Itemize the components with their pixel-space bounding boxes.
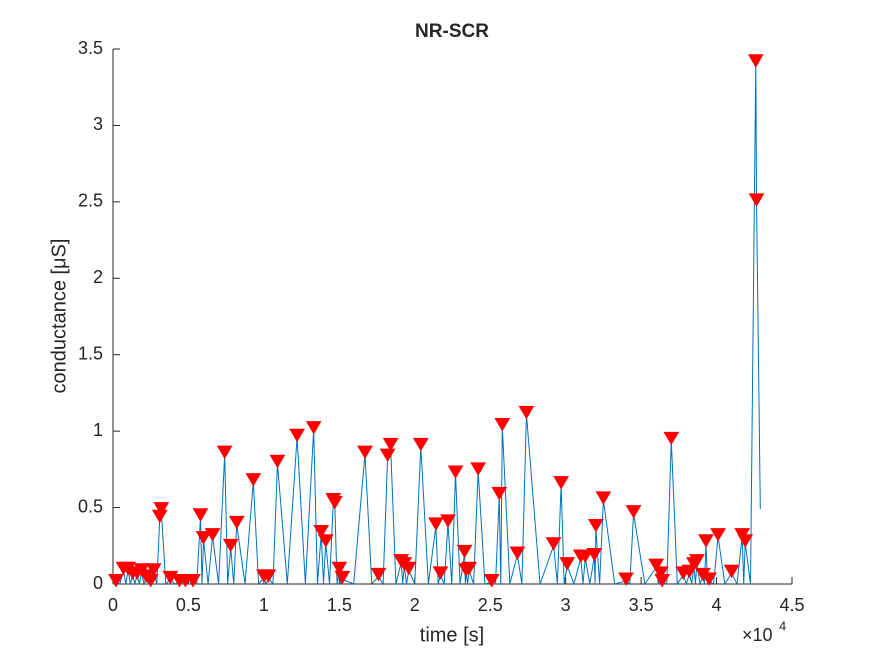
y-tick-label: 1	[93, 420, 103, 440]
peak-marker	[370, 567, 387, 582]
peak-marker	[689, 554, 705, 568]
peak-marker	[545, 537, 562, 551]
peak-marker	[648, 558, 665, 573]
peak-marker	[748, 193, 765, 207]
peak-marker	[145, 563, 162, 577]
peak-marker	[216, 445, 233, 460]
peak-marker	[222, 538, 239, 553]
peak-marker	[313, 525, 330, 539]
peak-marker	[400, 561, 417, 576]
peak-marker	[559, 557, 576, 571]
peak-marker	[192, 508, 209, 522]
x-tick-label: 0.5	[176, 595, 201, 615]
x-multiplier-base: ×10	[742, 625, 773, 645]
peak-marker	[587, 518, 604, 533]
peak-marker	[747, 54, 764, 68]
peak-marker	[447, 465, 464, 479]
x-tick-label: 0	[108, 595, 118, 615]
y-tick-label: 2	[93, 267, 103, 287]
y-tick-label: 0	[93, 573, 103, 593]
peak-marker	[245, 473, 262, 487]
peak-marker	[461, 561, 477, 576]
peak-marker	[737, 534, 754, 548]
x-tick-label: 4	[712, 595, 722, 615]
x-tick-label: 3.5	[629, 595, 654, 615]
peak-marker	[518, 405, 535, 420]
peak-marker	[509, 546, 526, 560]
peak-marker	[625, 505, 642, 519]
peak-marker	[701, 572, 717, 586]
x-axis-label: time [s]	[420, 624, 484, 646]
y-tick-label: 1.5	[78, 343, 103, 363]
peak-marker	[432, 566, 449, 580]
chart-title: NR-SCR	[415, 21, 489, 42]
y-tick-label: 0.5	[78, 496, 103, 516]
peak-marker	[269, 454, 286, 469]
peak-marker	[260, 569, 277, 583]
x-tick-label: 1.5	[327, 595, 352, 615]
peak-marker	[142, 573, 159, 588]
peak-marker	[586, 547, 603, 562]
peak-marker	[379, 448, 396, 463]
peak-marker	[334, 570, 351, 585]
peak-marker	[185, 573, 201, 588]
x-tick-label: 3	[561, 595, 571, 615]
peak-marker	[618, 572, 634, 586]
x-tick-label: 1	[259, 595, 269, 615]
x-tick-label: 2	[410, 595, 420, 615]
peak-marker	[428, 517, 444, 531]
peak-marker	[440, 514, 456, 528]
peak-marker	[357, 445, 373, 460]
peak-marker	[710, 528, 726, 542]
peak-marker	[663, 431, 680, 446]
peak-marker	[331, 561, 348, 576]
peak-marker	[483, 573, 500, 588]
y-tick-label: 3.5	[78, 38, 103, 58]
peak-marker	[382, 437, 399, 452]
peak-marker	[108, 573, 124, 588]
peak-marker	[228, 515, 245, 530]
x-tick-label: 4.5	[779, 595, 804, 615]
peak-marker	[153, 502, 170, 516]
peak-marker	[553, 476, 570, 490]
peak-marker	[412, 437, 429, 452]
peak-marker	[470, 462, 487, 476]
x-multiplier-power: 4	[779, 618, 786, 633]
peak-marker	[654, 573, 671, 588]
x-tick-label: 2.5	[478, 595, 503, 615]
peak-marker	[326, 496, 343, 510]
peak-marker	[494, 418, 511, 432]
peak-marker	[204, 528, 221, 542]
peak-marker	[595, 491, 612, 505]
peak-marker	[289, 428, 305, 443]
y-tick-label: 3	[93, 114, 103, 134]
y-tick-label: 2.5	[78, 191, 103, 211]
peak-marker	[317, 534, 334, 548]
peak-marker	[652, 566, 669, 580]
peak-marker	[698, 534, 714, 548]
peak-marker	[723, 564, 740, 579]
peak-marker	[577, 549, 594, 564]
peak-marker	[195, 531, 212, 545]
y-axis-label: conductance [μS]	[48, 239, 70, 394]
peak-marker	[491, 486, 508, 501]
peak-marker	[456, 544, 473, 559]
peak-marker	[305, 421, 322, 435]
